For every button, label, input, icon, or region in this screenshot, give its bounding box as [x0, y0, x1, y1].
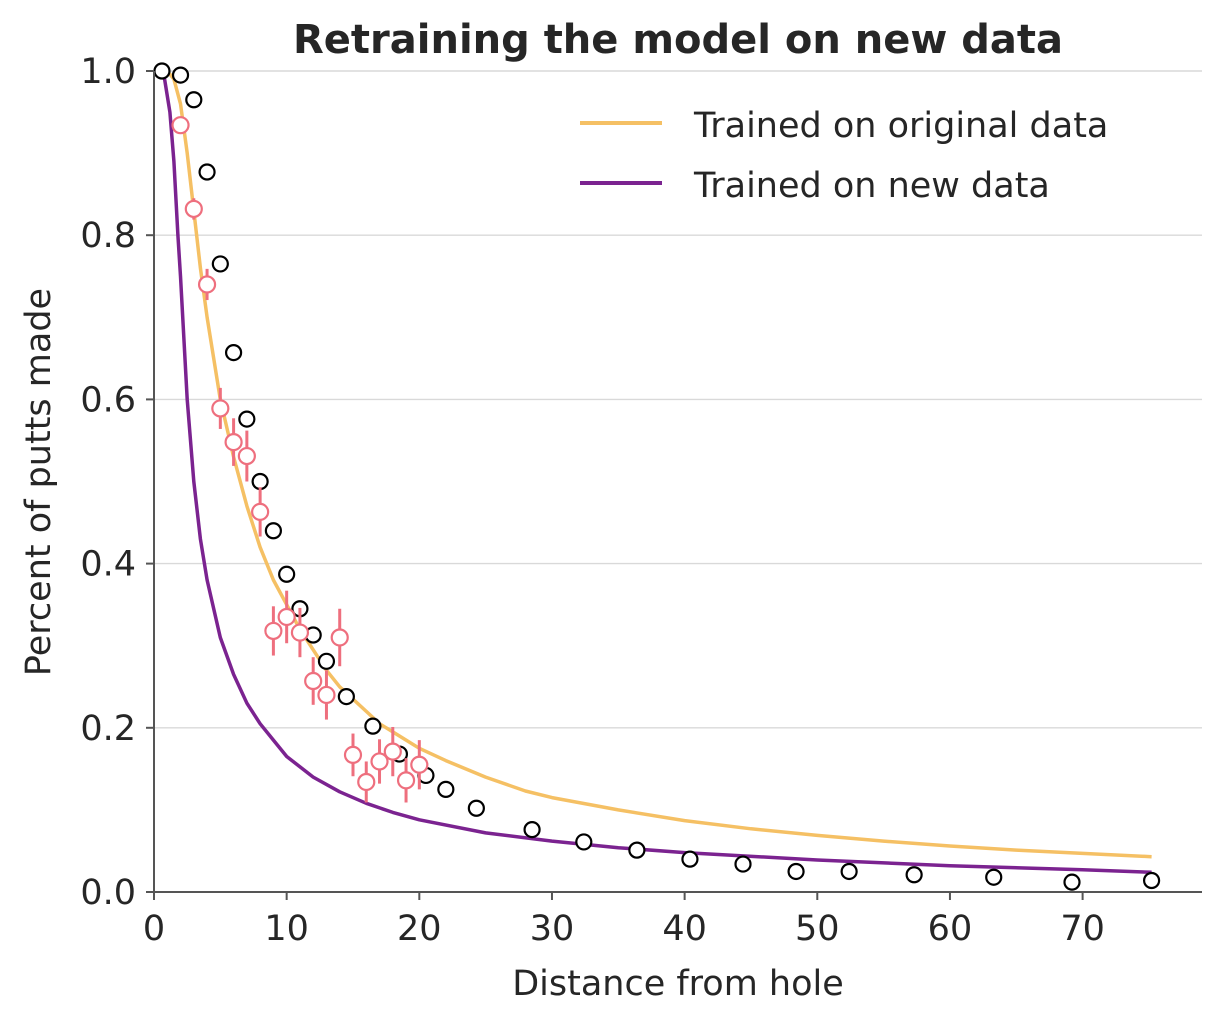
new-point-5: [237, 430, 256, 482]
x-tick-label-6: 60: [928, 909, 973, 949]
new-point-2: [197, 268, 217, 301]
new-point-marker-15: [370, 752, 389, 771]
original-point-12: [317, 652, 336, 670]
new-point-13: [343, 733, 363, 777]
x-tick-label-3: 30: [530, 909, 575, 949]
new-point-marker-4: [224, 432, 243, 452]
legend-label-original: Trained on original data: [693, 106, 1108, 146]
x-tick-label-5: 50: [795, 909, 840, 949]
original-point-26: [905, 866, 923, 884]
original-point-29: [1142, 871, 1161, 890]
original-point-27: [985, 868, 1003, 886]
original-point-7: [251, 472, 269, 491]
new-point-marker-3: [211, 399, 230, 418]
original-point-20: [575, 833, 593, 851]
y-tick-label-5: 1.0: [80, 52, 136, 92]
original-point-4: [211, 255, 229, 273]
chart-title: Retraining the model on new data: [293, 17, 1063, 63]
legend: Trained on original data Trained on new …: [580, 106, 1108, 206]
new-point-marker-17: [396, 771, 416, 790]
original-point-21: [628, 841, 646, 859]
y-axis-label: Percent of putts made: [19, 288, 59, 676]
original-point-5: [224, 344, 243, 362]
legend-label-new: Trained on new data: [693, 166, 1050, 206]
x-tick-label-4: 40: [662, 909, 707, 949]
new-point-16: [383, 726, 402, 777]
new-point-12: [330, 608, 349, 667]
original-point-8: [264, 522, 282, 540]
new-point-marker-6: [251, 502, 270, 521]
y-axis-ticks: 0.0 0.2 0.4 0.6 0.8 1.0: [80, 52, 154, 913]
original-point-13: [337, 688, 355, 706]
y-tick-label-0: 0.0: [80, 873, 136, 913]
new-point-6: [251, 487, 270, 537]
x-axis-ticks: 0 10 20 30 40 50 60 70: [143, 892, 1105, 949]
new-data-points: [171, 116, 429, 803]
new-point-marker-7: [264, 621, 283, 641]
new-point-4: [224, 418, 243, 466]
original-point-18: [467, 799, 485, 817]
new-point-marker-0: [171, 116, 190, 135]
original-point-17: [437, 780, 455, 798]
new-point-marker-16: [383, 742, 402, 761]
new-point-marker-18: [410, 755, 429, 774]
original-data-points: [153, 62, 1161, 891]
x-tick-label-7: 70: [1060, 909, 1105, 949]
new-point-8: [277, 590, 296, 644]
new-point-18: [410, 740, 429, 790]
new-point-marker-12: [330, 628, 349, 647]
x-axis-label: Distance from hole: [512, 964, 844, 1004]
original-point-19: [523, 821, 541, 839]
original-point-2: [185, 91, 203, 109]
new-point-marker-8: [277, 607, 296, 627]
y-tick-label-2: 0.4: [80, 545, 136, 585]
original-point-1: [171, 66, 190, 84]
original-point-22: [681, 850, 699, 868]
original-point-24: [787, 862, 805, 881]
new-point-marker-5: [237, 446, 256, 466]
new-point-marker-2: [197, 275, 217, 294]
original-point-6: [238, 410, 256, 428]
new-point-7: [264, 606, 283, 656]
new-point-11: [317, 670, 336, 720]
new-point-14: [357, 761, 376, 803]
new-point-17: [396, 758, 416, 803]
new-point-marker-9: [290, 623, 310, 642]
x-tick-label-1: 10: [264, 909, 309, 949]
new-point-marker-1: [184, 199, 203, 219]
new-point-3: [211, 387, 230, 429]
original-point-23: [734, 855, 752, 873]
y-tick-label-1: 0.2: [80, 709, 136, 749]
original-point-14: [364, 717, 382, 735]
x-tick-label-0: 0: [143, 909, 165, 949]
y-tick-label-4: 0.8: [80, 216, 136, 256]
new-point-1: [184, 198, 203, 220]
new-point-10: [304, 657, 323, 705]
y-tick-label-3: 0.6: [80, 380, 136, 420]
original-point-0: [153, 62, 171, 80]
new-point-marker-10: [304, 671, 323, 691]
new-point-marker-11: [317, 685, 336, 705]
original-point-25: [840, 862, 858, 881]
original-point-3: [198, 163, 216, 181]
new-point-9: [290, 607, 310, 658]
axes: [153, 71, 1202, 893]
original-point-9: [278, 565, 296, 583]
new-point-15: [370, 739, 389, 784]
new-point-marker-13: [343, 745, 363, 764]
x-tick-label-2: 20: [397, 909, 442, 949]
new-point-marker-14: [357, 772, 376, 792]
new-point-0: [171, 116, 190, 135]
original-point-28: [1063, 873, 1081, 891]
